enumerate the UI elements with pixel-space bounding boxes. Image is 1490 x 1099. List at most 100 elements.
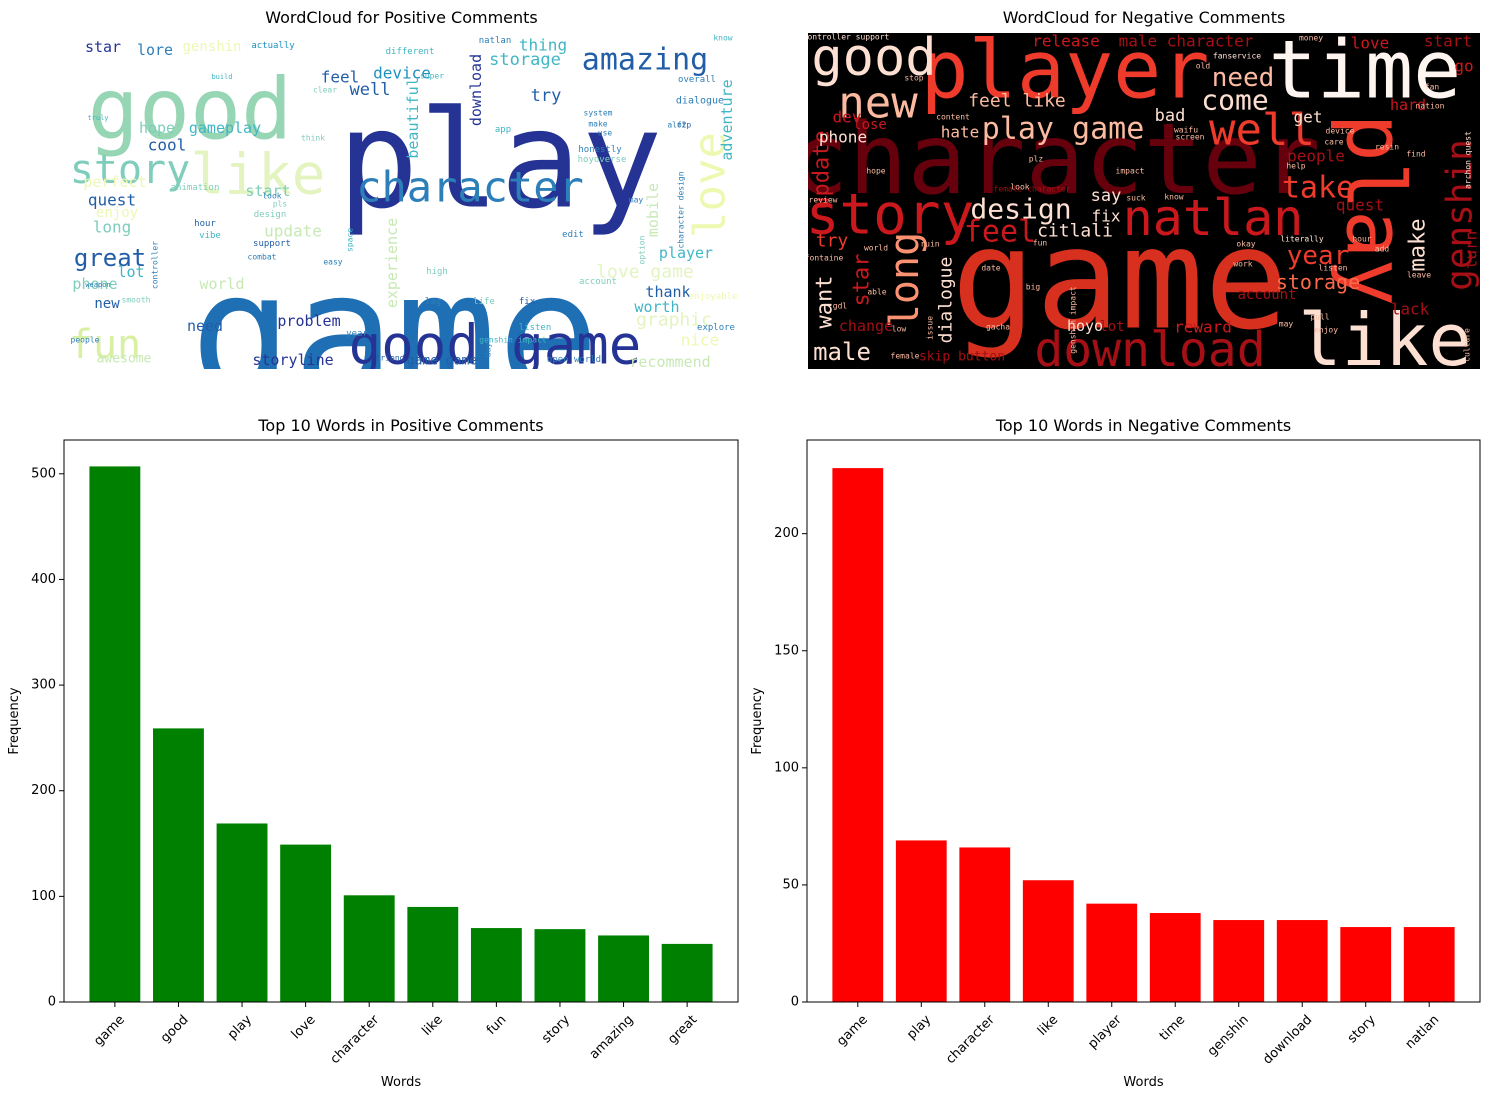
wordcloud-word: listen: [519, 323, 552, 333]
wordcloud-word: alot: [667, 121, 686, 130]
wordcloud-word: old: [1196, 62, 1211, 71]
x-tick-label: character: [943, 1012, 998, 1067]
wordcloud-word: hoyoverse: [578, 155, 627, 165]
x-tick-label: like: [419, 1012, 445, 1038]
wordcloud-word: clear: [313, 86, 337, 95]
wordcloud-word: combat: [248, 253, 277, 262]
wordcloud-word: storyline: [252, 351, 333, 369]
wordcloud-word: make: [1406, 219, 1431, 272]
x-tick-label: story: [1345, 1012, 1379, 1046]
wordcloud-word: change: [839, 317, 893, 335]
y-tick-label: 100: [774, 760, 799, 775]
x-tick-label: play: [904, 1012, 934, 1042]
wordcloud-word: hoyo: [1067, 317, 1103, 335]
wordcloud-word: enjoyable: [689, 292, 738, 302]
wordcloud-word: story: [70, 147, 190, 193]
wordcloud-word: game: [190, 236, 599, 369]
plot-frame: [806, 439, 1481, 1003]
chart-title: Top 10 Words in Positive Comments: [257, 416, 543, 435]
wordcloud-word: app: [495, 125, 511, 135]
bar-great: [661, 943, 713, 1002]
wordcloud-word: culture: [1463, 328, 1472, 362]
x-tick-label: character: [328, 1012, 383, 1067]
bar-amazing: [598, 935, 649, 1002]
wordcloud-word: citlali: [1037, 221, 1113, 242]
bar-good: [153, 728, 204, 1002]
wordcloud-word: super: [420, 72, 444, 81]
wordcloud-word: character design: [677, 171, 686, 248]
wordcloud-word: overall: [678, 75, 716, 85]
x-tick-label: game: [834, 1012, 871, 1049]
wordcloud-word: gdl: [833, 302, 848, 311]
bar-like: [407, 906, 459, 1002]
wordcloud-word: take: [1282, 171, 1354, 206]
bar-play: [895, 840, 947, 1002]
x-tick-label: love: [289, 1012, 319, 1042]
plot-frame: [63, 439, 739, 1003]
y-axis-label: Frequency: [750, 687, 765, 754]
wordcloud-word: great: [74, 244, 146, 272]
x-tick-label: amazing: [587, 1012, 637, 1062]
wordcloud-word: hope: [866, 167, 885, 176]
wordcloud-word: use: [598, 129, 613, 138]
wordcloud-positive-title: WordCloud for Positive Comments: [265, 8, 538, 27]
wordcloud-word: big: [1026, 283, 1041, 292]
wordcloud-word: able: [867, 288, 886, 297]
wordcloud-word: content: [936, 113, 970, 122]
wordcloud-word: explore: [697, 323, 735, 333]
wordcloud-word: start: [245, 182, 290, 200]
y-tick-label: 100: [31, 889, 56, 904]
wordcloud-word: quest: [88, 191, 136, 210]
wordcloud-word: fun: [69, 322, 141, 368]
bar-time: [1149, 913, 1201, 1002]
wordcloud-word: controller: [151, 241, 160, 289]
wordcloud-word: resin: [1375, 143, 1399, 152]
wordcloud-word: people: [71, 336, 100, 345]
wordcloud-word: system: [584, 109, 613, 118]
chart-title: Top 10 Words in Negative Comments: [995, 416, 1291, 435]
x-tick-label: game: [91, 1012, 128, 1049]
x-tick-label: fun: [484, 1012, 510, 1038]
wordcloud-word: dialogue: [676, 96, 724, 107]
wordcloud-word: quest: [1336, 196, 1384, 215]
wordcloud-word: say: [1091, 186, 1122, 206]
wordcloud-word: dev: [833, 108, 862, 127]
wordcloud-background: [808, 33, 1480, 369]
wordcloud-word: feel: [321, 68, 360, 87]
wordcloud-word: fan: [1425, 83, 1440, 92]
wordcloud-word: well: [1209, 105, 1315, 156]
wordcloud-word: try: [531, 86, 562, 106]
wordcloud-word: graphic: [636, 310, 712, 331]
wordcloud-word: game game: [407, 354, 478, 369]
bar-fun: [470, 928, 522, 1002]
wordcloud-word: know: [713, 34, 732, 43]
wordcloud-word: love game: [596, 262, 694, 283]
y-tick-label: 200: [31, 783, 56, 798]
y-tick-label: 500: [31, 466, 56, 481]
x-tick-label: story: [539, 1012, 573, 1046]
wordcloud-word: hour: [1352, 235, 1371, 244]
wordcloud-word: good: [811, 33, 936, 88]
wordcloud-word: feel: [964, 215, 1036, 250]
bar-chart-positive-svg: Top 10 Words in Positive Comments game goo…: [7, 416, 739, 1090]
wordcloud-word: easy: [323, 258, 342, 267]
wordcloud-word: add: [1375, 245, 1390, 254]
wordcloud-word: well: [350, 80, 391, 100]
wordcloud-word: hour: [194, 219, 216, 229]
wordcloud-word: enjoy: [1314, 326, 1338, 335]
y-axis-label: Frequency: [7, 687, 22, 754]
wordcloud-word: get: [1294, 108, 1323, 127]
x-tick-label: genshin: [1205, 1012, 1252, 1059]
wordcloud-word: may: [1279, 320, 1294, 329]
wordcloud-negative-title: WordCloud for Negative Comments: [1002, 8, 1286, 27]
wordcloud-word: gacha: [986, 323, 1010, 332]
wordcloud-word: new: [838, 78, 918, 129]
wordcloud-word: different: [386, 47, 435, 57]
wordcloud-word: start: [1424, 33, 1472, 51]
y-tick-label: 150: [774, 643, 799, 658]
wordcloud-word: phone: [72, 275, 117, 293]
x-tick-label: player: [1085, 1012, 1125, 1052]
wordcloud-word: review: [809, 196, 838, 205]
wordcloud-word: thing: [519, 36, 567, 55]
wordcloud-word: build: [211, 73, 232, 81]
